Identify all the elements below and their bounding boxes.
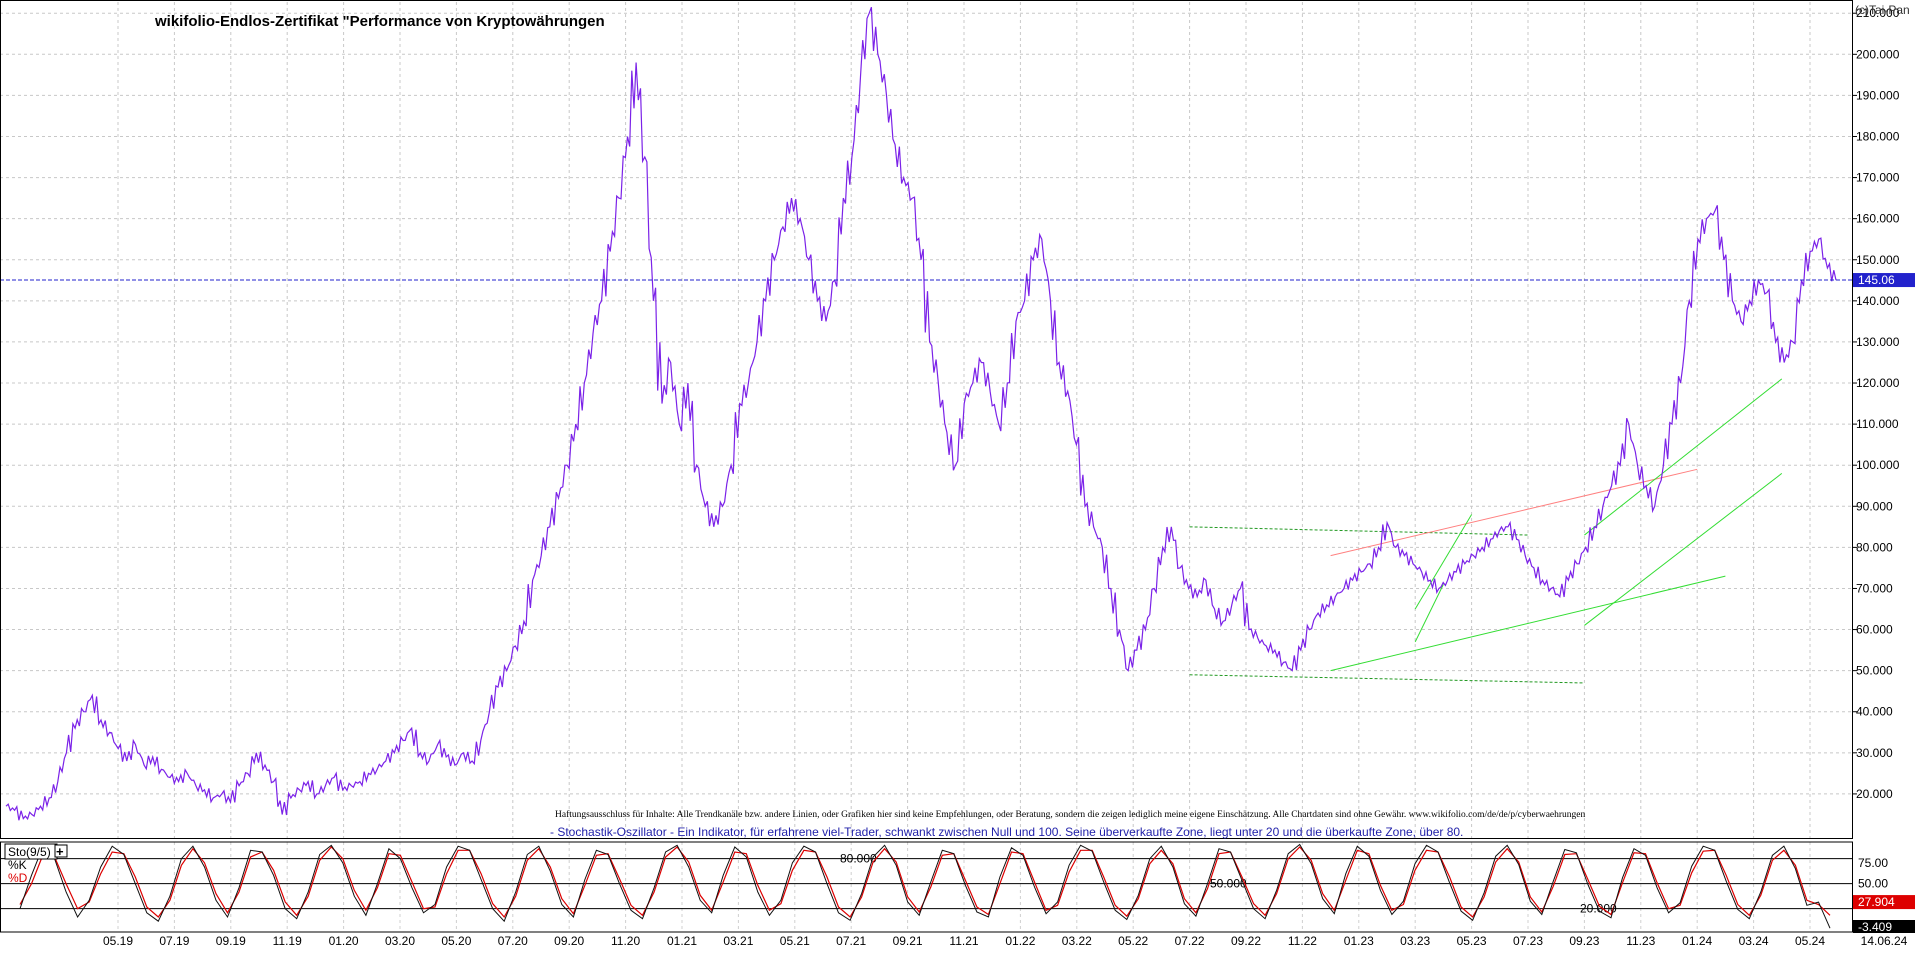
trendline-green-dashed	[1189, 674, 1585, 684]
trendline-green-solid	[1414, 514, 1473, 610]
x-tick-label: 07.21	[836, 934, 866, 948]
stochastic-y-tick-label: 75.00	[1858, 856, 1888, 870]
y-tick-label: 30.000	[1856, 746, 1893, 760]
y-tick-label: 100.000	[1856, 458, 1900, 472]
price-line	[5, 6, 1837, 821]
trendline-green-solid	[1414, 584, 1444, 643]
x-tick-label: 05.23	[1457, 934, 1487, 948]
x-tick-label: 01.23	[1344, 934, 1374, 948]
expand-frame	[54, 844, 68, 858]
x-tick-label: 09.20	[554, 934, 584, 948]
trendline-red-solid	[1330, 468, 1698, 557]
y-tick-label: 120.000	[1856, 376, 1900, 390]
expand-indicator-button[interactable]: +	[54, 844, 68, 859]
x-tick-label: 03.22	[1062, 934, 1092, 948]
y-tick-label: 170.000	[1856, 171, 1900, 185]
grid-layer	[0, 2, 1852, 932]
stochastic-plot-frame	[0, 841, 1853, 933]
trendline-green-dashed	[1189, 526, 1529, 536]
chart-title: wikifolio-Endlos-Zertifikat "Performance…	[154, 13, 605, 30]
stochastic-level-label: 80.000	[840, 852, 877, 866]
y-tick-label: 90.000	[1856, 499, 1893, 513]
x-tick-label: 05.24	[1795, 934, 1825, 948]
trendline-green-solid	[1584, 473, 1783, 626]
x-tick-label: 03.20	[385, 934, 415, 948]
y-tick-label: 80.000	[1856, 540, 1893, 554]
stochastic-last-label: 27.904	[1858, 895, 1895, 909]
x-tick-label: 11.23	[1626, 934, 1655, 948]
x-tick-label: 09.22	[1231, 934, 1261, 948]
watermark: (c)Tai-Pan	[1855, 3, 1910, 17]
x-tick-label: 09.19	[216, 934, 246, 948]
last-value-label: 145.06	[1858, 273, 1895, 287]
x-tick-label: 05.20	[441, 934, 471, 948]
y-tick-label: 160.000	[1856, 212, 1900, 226]
x-tick-label: 05.21	[780, 934, 810, 948]
y-tick-label: 70.000	[1856, 581, 1893, 595]
stochastic-title: Sto(9/5)	[8, 845, 51, 859]
y-tick-label: 60.000	[1856, 623, 1893, 637]
y-tick-label: 150.000	[1856, 253, 1900, 267]
x-tick-label: 01.22	[1005, 934, 1035, 948]
stochastic-bottom-badge	[1853, 920, 1915, 933]
x-tick-label: 09.21	[893, 934, 923, 948]
x-tick-label: 07.20	[498, 934, 528, 948]
y-tick-label: 40.000	[1856, 705, 1893, 719]
x-tick-label: 09.23	[1569, 934, 1599, 948]
x-tick-label: 05.19	[103, 934, 133, 948]
stochastic-y-tick-label: 50.00	[1858, 877, 1888, 891]
legend-d: %D	[8, 871, 28, 885]
stochastic-last-badge	[1853, 895, 1915, 910]
y-tick-label: 190.000	[1856, 88, 1900, 102]
legend-k: %K	[8, 858, 27, 872]
stochastic-level-label: 50.000	[1210, 877, 1247, 891]
last-value-badge	[1853, 273, 1915, 288]
y-tick-label: 210.000	[1856, 6, 1900, 20]
x-tick-label: 07.22	[1175, 934, 1205, 948]
stochastic-bottom-label: -3.409	[1858, 920, 1892, 934]
x-tick-label: 11.21	[949, 934, 978, 948]
stochastic-title-box[interactable]: Sto(9/5)	[4, 843, 58, 860]
price-layer	[0, 6, 1852, 821]
main-plot-frame	[0, 0, 1853, 839]
stochastic-k-line	[19, 843, 1831, 929]
trendline-green-solid	[1584, 378, 1783, 536]
trendline-green-solid	[1330, 575, 1726, 672]
x-tick-label: 05.22	[1118, 934, 1148, 948]
y-tick-label: 180.000	[1856, 129, 1900, 143]
x-tick-label: 03.24	[1739, 934, 1769, 948]
indicator-note: - Stochastik-Oszillator - Ein Indikator,…	[550, 825, 1463, 839]
end-date-label: 14.06.24	[1861, 934, 1908, 948]
x-tick-label: 11.22	[1288, 934, 1317, 948]
x-tick-label: 01.20	[329, 934, 359, 948]
x-tick-label: 07.19	[159, 934, 189, 948]
y-tick-label: 50.000	[1856, 664, 1893, 678]
y-tick-label: 140.000	[1856, 294, 1900, 308]
x-tick-label: 11.20	[611, 934, 640, 948]
plus-icon: +	[56, 844, 64, 859]
trendline-layer	[1189, 378, 1783, 684]
disclaimer-text: Haftungsausschluss für Inhalte: Alle Tre…	[555, 809, 1586, 820]
x-tick-label: 01.21	[667, 934, 697, 948]
x-tick-label: 11.19	[273, 934, 302, 948]
x-tick-label: 07.23	[1513, 934, 1543, 948]
y-tick-label: 110.000	[1856, 417, 1899, 431]
y-tick-label: 20.000	[1856, 787, 1893, 801]
y-tick-label: 200.000	[1856, 47, 1900, 61]
x-tick-label: 01.24	[1682, 934, 1712, 948]
y-tick-label: 130.000	[1856, 335, 1900, 349]
x-tick-label: 03.23	[1400, 934, 1430, 948]
x-tick-label: 03.21	[723, 934, 753, 948]
